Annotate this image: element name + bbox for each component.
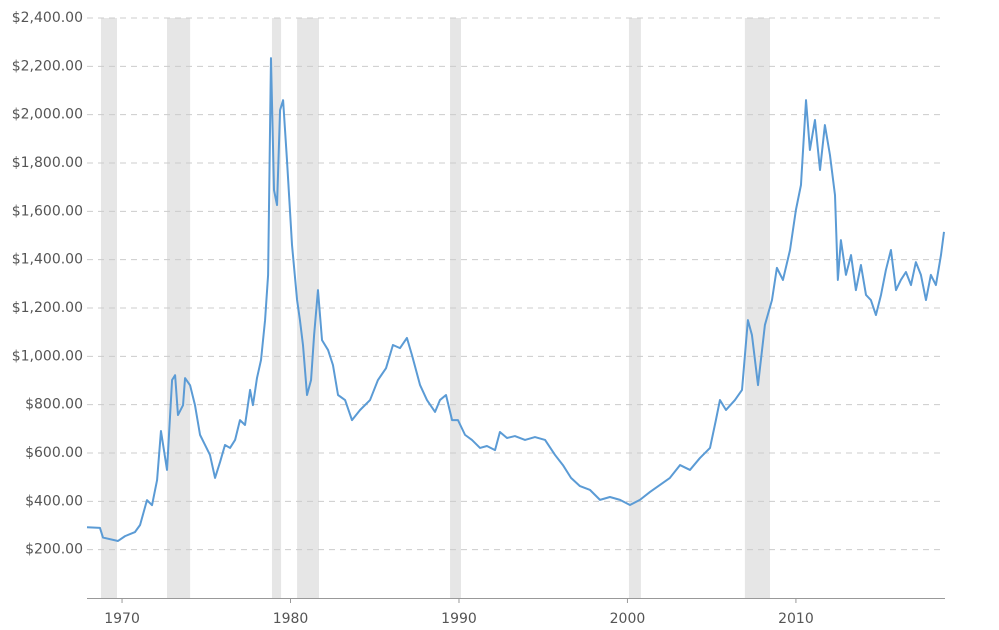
x-tick-label: 2010: [778, 611, 814, 627]
x-tick-label: 2000: [610, 611, 646, 627]
y-tick-label: $2,200.00: [12, 58, 83, 74]
y-tick-label: $1,400.00: [12, 252, 83, 268]
y-tick-label: $1,600.00: [12, 203, 83, 219]
y-tick-label: $2,000.00: [12, 107, 83, 123]
y-tick-label: $400.00: [25, 493, 83, 509]
y-tick-label: $1,000.00: [12, 348, 83, 364]
y-tick-label: $600.00: [25, 445, 83, 461]
x-tick-label: 1970: [104, 611, 140, 627]
y-tick-label: $1,200.00: [12, 300, 83, 316]
x-tick-label: 1990: [441, 611, 477, 627]
y-tick-label: $1,800.00: [12, 155, 83, 171]
y-tick-label: $800.00: [25, 397, 83, 413]
recession-band: [628, 18, 641, 598]
x-tick-label: 1980: [273, 611, 309, 627]
y-tick-label: $2,400.00: [12, 10, 83, 26]
y-tick-label: $200.00: [25, 542, 83, 558]
price-line: [86, 57, 945, 542]
